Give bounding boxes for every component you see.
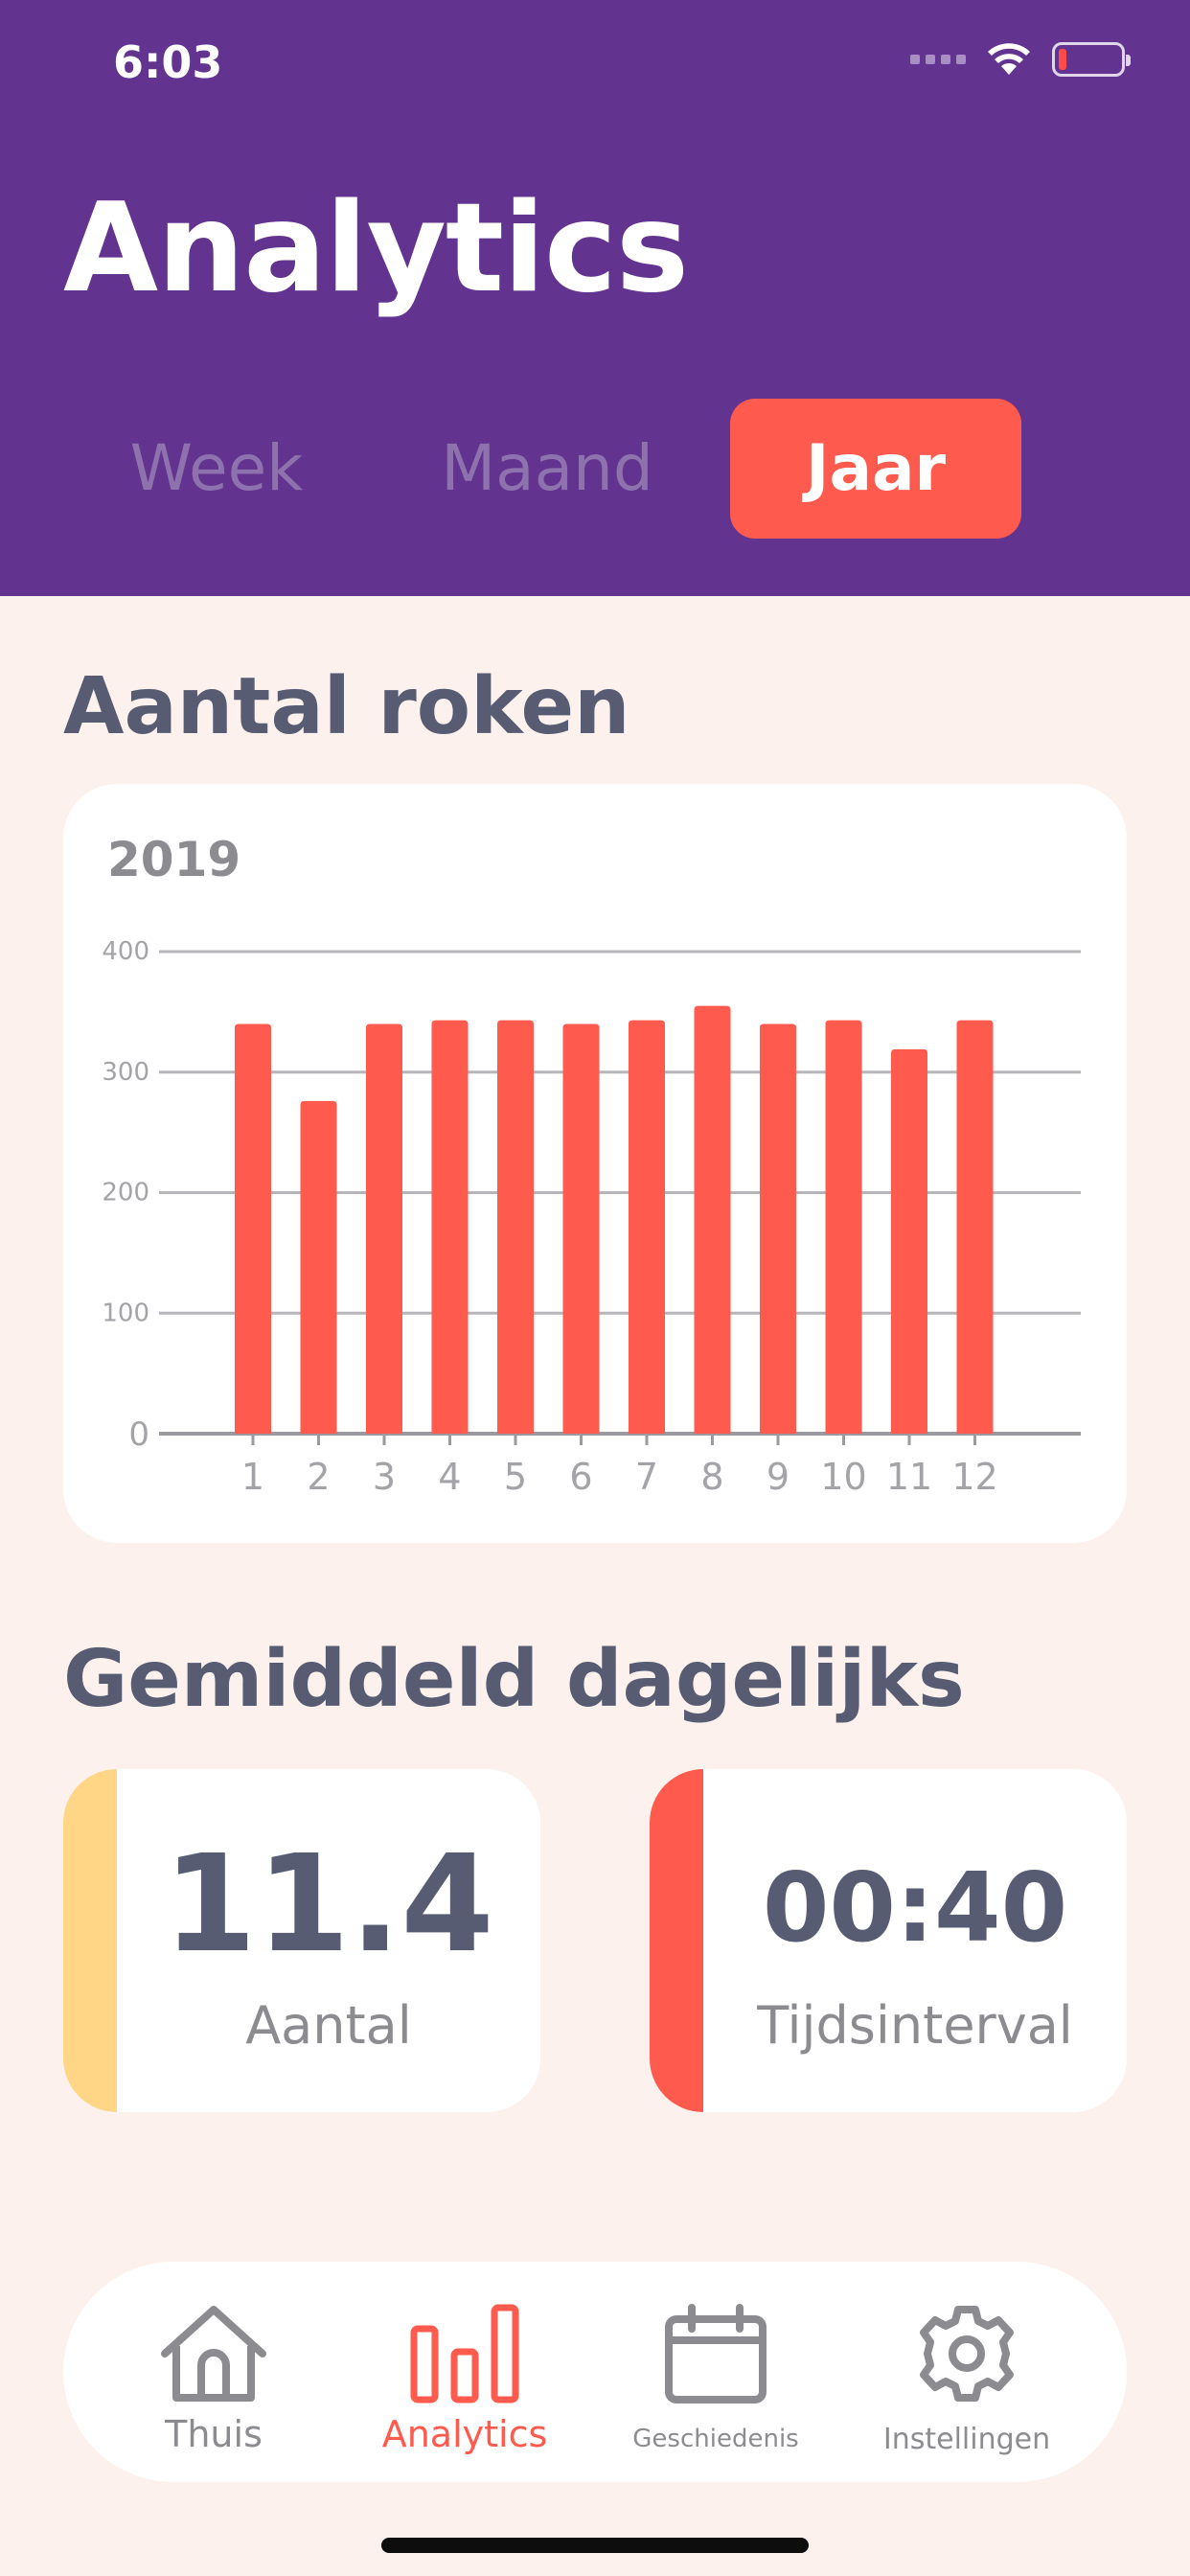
- house-icon: [161, 2306, 266, 2402]
- x-tick-label: 4: [438, 1456, 461, 1498]
- tab-jaar[interactable]: Jaar: [730, 399, 1021, 539]
- period-tabs: Week Maand Jaar: [63, 399, 1127, 539]
- tab-maand[interactable]: Maand: [441, 431, 653, 505]
- chart-bar: [431, 1020, 469, 1434]
- stat-accent-bar: [63, 1769, 117, 2112]
- chart-bar: [891, 1048, 927, 1434]
- x-tick-label: 7: [635, 1456, 658, 1498]
- y-tick-label: 200: [102, 1179, 149, 1208]
- gear-icon: [920, 2306, 1014, 2402]
- chart-bar: [760, 1024, 796, 1434]
- nav-item-analytics[interactable]: Analytics: [339, 2304, 590, 2467]
- x-tick-label: 6: [569, 1456, 592, 1498]
- chart-bar: [694, 1005, 731, 1434]
- y-tick-label: 300: [102, 1058, 149, 1087]
- calendar-icon: [665, 2304, 767, 2404]
- nav-label-geschiedenis: Geschiedenis: [632, 2425, 799, 2453]
- chart-bar: [235, 1024, 271, 1434]
- x-tick-label: 5: [504, 1456, 527, 1498]
- chart-title: 2019: [107, 832, 241, 887]
- nav-label-analytics: Analytics: [381, 2413, 548, 2455]
- bar-chart-icon: [410, 2304, 519, 2404]
- wifi-icon: [988, 43, 1030, 75]
- chart-bar: [956, 1020, 994, 1434]
- section-title-count: Aantal roken: [63, 661, 630, 752]
- x-tick-label: 12: [951, 1456, 997, 1498]
- chart-bar: [629, 1020, 665, 1434]
- stat-card-count: 11.4 Aantal: [63, 1769, 540, 2112]
- x-tick-label: 10: [820, 1456, 866, 1498]
- chart-bar: [825, 1020, 862, 1434]
- y-tick-label: 400: [102, 937, 149, 966]
- stat-value-interval: 00:40: [762, 1852, 1068, 1964]
- bottom-nav: Thuis Analytics Geschiedenis Instellinge…: [63, 2262, 1127, 2482]
- header: 6:03 Analytics Week Maand Jaar: [0, 0, 1190, 596]
- stat-value-count: 11.4: [163, 1827, 494, 1983]
- x-tick-label: 2: [307, 1456, 330, 1498]
- nav-label-instellingen: Instellingen: [882, 2423, 1051, 2456]
- section-title-average: Gemiddeld dagelijks: [63, 1634, 965, 1725]
- x-tick-label: 11: [886, 1456, 932, 1498]
- home-indicator: [381, 2538, 809, 2553]
- stat-accent-bar: [650, 1769, 703, 2112]
- chart-bar: [366, 1024, 402, 1434]
- nav-label-thuis: Thuis: [165, 2413, 263, 2455]
- stat-card-interval: 00:40 Tijdsinterval: [650, 1769, 1127, 2112]
- status-time: 6:03: [113, 36, 223, 88]
- x-tick-label: 8: [700, 1456, 723, 1498]
- nav-item-instellingen[interactable]: Instellingen: [841, 2304, 1092, 2467]
- status-icons: [910, 42, 1131, 77]
- tab-week[interactable]: Week: [129, 431, 304, 505]
- chart-card: 2019 0 100 200 300 400 1 2 3 4 5 6 7 8 9 10 11 12: [63, 784, 1127, 1543]
- chart-bar: [562, 1024, 600, 1434]
- x-tick-label: 3: [373, 1456, 396, 1498]
- stat-label-count: Aantal: [245, 1995, 412, 2056]
- battery-icon: [1052, 42, 1131, 77]
- y-tick-label: 0: [128, 1415, 149, 1454]
- nav-item-thuis[interactable]: Thuis: [88, 2304, 339, 2467]
- stat-label-interval: Tijdsinterval: [757, 1995, 1073, 2056]
- page-title: Analytics: [63, 177, 689, 320]
- chart-bar: [300, 1100, 337, 1434]
- y-tick-label: 100: [102, 1299, 149, 1327]
- nav-item-geschiedenis[interactable]: Geschiedenis: [590, 2304, 841, 2467]
- signal-icon: [910, 55, 966, 64]
- x-tick-label: 9: [767, 1456, 790, 1498]
- x-tick-label: 1: [241, 1456, 264, 1498]
- chart-bar: [497, 1020, 534, 1434]
